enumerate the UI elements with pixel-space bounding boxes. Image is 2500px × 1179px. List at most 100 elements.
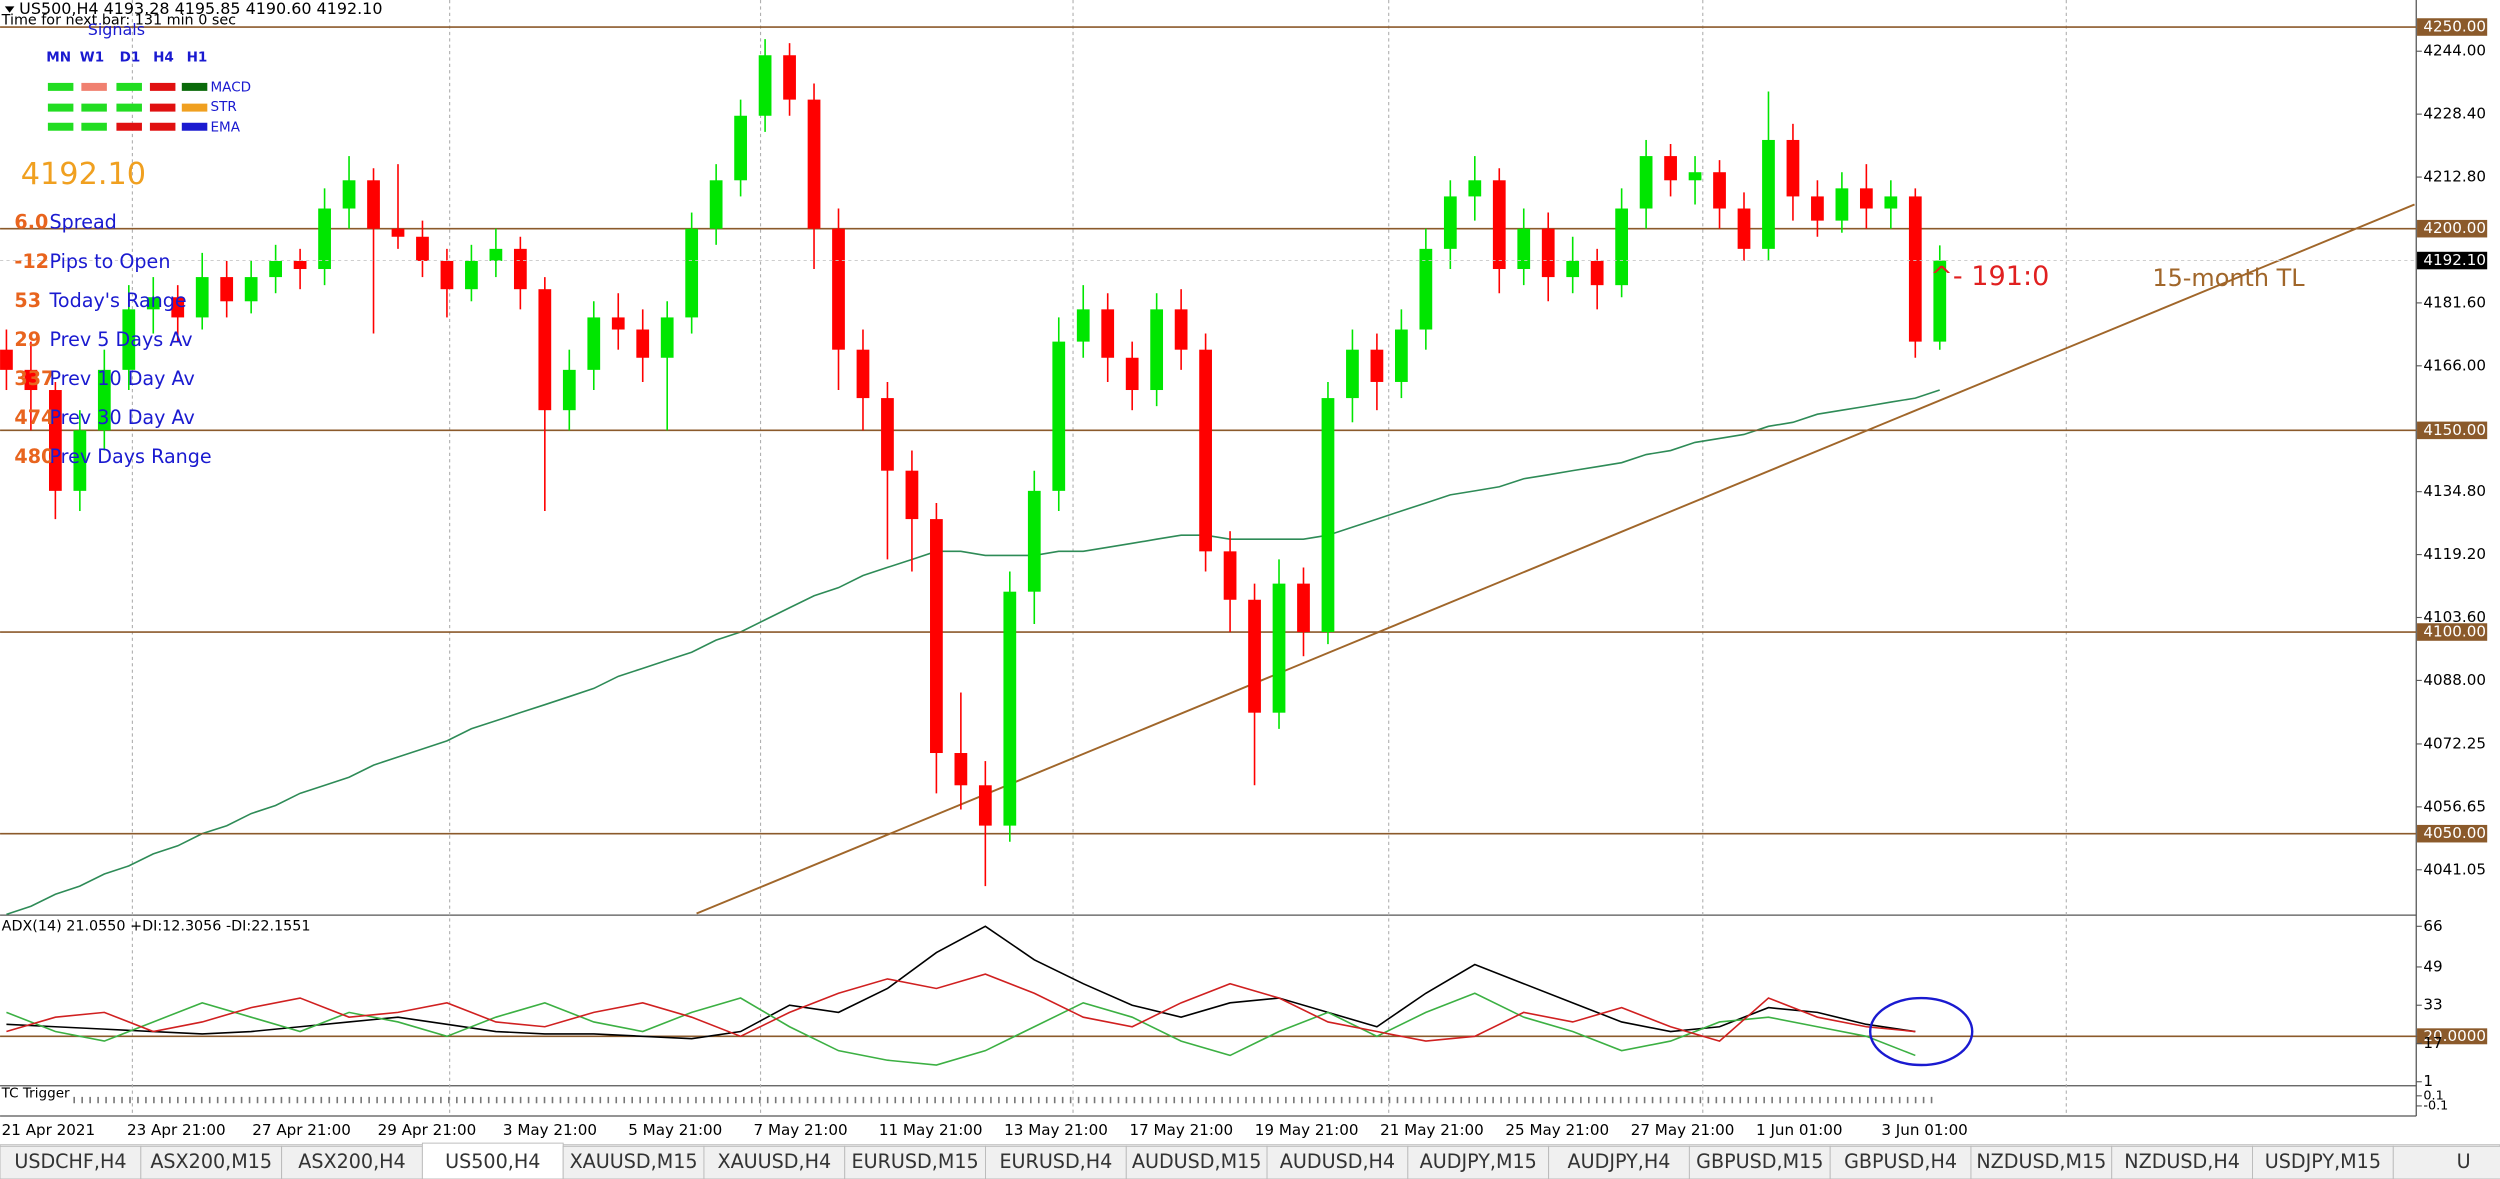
tab-label[interactable]: AUDUSD,M15 (1132, 1150, 1262, 1173)
x-tick-label: 29 Apr 21:00 (378, 1121, 477, 1139)
candle-body (1443, 196, 1457, 249)
signal-cell (81, 82, 107, 91)
candle-body (367, 180, 380, 229)
tab[interactable] (985, 1145, 1127, 1179)
tab[interactable] (1970, 1145, 2113, 1179)
candle-body (1639, 156, 1653, 209)
tab[interactable] (2252, 1145, 2394, 1179)
trendline-label: 15-month TL (2152, 264, 2305, 292)
signal-cell (149, 122, 176, 131)
candle-body (513, 248, 527, 290)
tab-label[interactable]: NZDUSD,H4 (2124, 1150, 2240, 1173)
tab-label[interactable]: GBPUSD,M15 (1696, 1150, 1823, 1173)
candle-body (195, 277, 209, 318)
timeframe: D1 (120, 49, 141, 65)
candle-body (1027, 490, 1041, 592)
candle-body (24, 369, 38, 391)
candle-body (1786, 139, 1800, 197)
tab[interactable] (1266, 1145, 1409, 1179)
tab[interactable] (1688, 1145, 1831, 1179)
info-value: -12 (14, 250, 49, 273)
candle-body (978, 785, 992, 826)
candle-body (1052, 341, 1066, 491)
tab-label[interactable]: USDJPY,M15 (2265, 1150, 2381, 1173)
candle-body (1248, 599, 1261, 713)
tab-label[interactable]: EURUSD,H4 (999, 1150, 1112, 1173)
vertical-grid (131, 0, 2067, 1117)
level-tag (2417, 623, 2488, 641)
tab-label[interactable]: XAUUSD,H4 (717, 1150, 831, 1173)
tab-label[interactable]: USDCHF,H4 (14, 1150, 126, 1173)
level-tag (2417, 1028, 2488, 1045)
y-tick-label: 49 (2423, 957, 2442, 975)
level-tag (2417, 18, 2488, 36)
tab[interactable] (1548, 1145, 1690, 1179)
ema-line (6, 389, 1940, 916)
candle-body (538, 289, 552, 411)
tab-label[interactable]: AUDJPY,H4 (1568, 1150, 1671, 1173)
candle-body (856, 349, 870, 399)
candle-body (1688, 172, 1702, 181)
tab[interactable] (2111, 1145, 2253, 1179)
info-label: Prev 30 Day Av (49, 406, 194, 429)
tab[interactable] (0, 1145, 142, 1179)
y-tick-label: 4119.20 (2423, 545, 2486, 563)
tab-label[interactable]: ASX200,M15 (150, 1150, 272, 1173)
y-tick-label: 4244.00 (2423, 42, 2486, 60)
tab[interactable] (281, 1145, 423, 1179)
candle-body (146, 297, 160, 310)
annotation: ^- 191:0 (1930, 261, 2049, 292)
info-value: 6.0 (14, 211, 48, 234)
tab-label[interactable]: US500,H4 (445, 1150, 540, 1173)
candle-body (73, 430, 87, 491)
collapse-icon[interactable] (4, 6, 15, 13)
candle-body (1884, 196, 1898, 209)
frames (0, 0, 2417, 1117)
candle-body (1223, 551, 1237, 600)
candle-body (1492, 180, 1506, 270)
tab-label[interactable]: XAUUSD,M15 (570, 1150, 698, 1173)
candle-body (465, 260, 478, 290)
symbol-line: US500,H4 4193.28 4195.85 4190.60 4192.10 (19, 0, 382, 18)
candle-body (489, 248, 503, 261)
tab[interactable] (2392, 1145, 2500, 1179)
timeframe: H4 (153, 49, 174, 65)
tab-label[interactable]: U (2457, 1150, 2471, 1173)
signal-cell (116, 82, 142, 91)
tab-label[interactable]: AUDUSD,H4 (1280, 1150, 1395, 1173)
panel-title: TC Trigger (1, 1086, 70, 1102)
candle-body (807, 99, 821, 229)
tab[interactable] (1125, 1145, 1268, 1179)
candle-body (1174, 309, 1188, 350)
signal-cell (181, 122, 208, 131)
tab[interactable] (844, 1145, 986, 1179)
tab-label[interactable]: GBPUSD,H4 (1844, 1150, 1957, 1173)
current-price-label: 4192.10 (2423, 251, 2486, 269)
tab-label[interactable]: ASX200,H4 (298, 1150, 405, 1173)
timeframe: MN (46, 49, 71, 65)
candle-body (832, 228, 845, 350)
tab-label[interactable]: NZDUSD,M15 (1976, 1150, 2106, 1173)
tab-label[interactable]: AUDJPY,M15 (1420, 1150, 1537, 1173)
timeframe: H1 (187, 49, 208, 65)
candle-body (709, 180, 723, 229)
signals-title: Signals (88, 20, 145, 39)
indicator-line (6, 973, 1916, 1042)
x-tick-label: 11 May 21:00 (879, 1121, 983, 1139)
tab-label[interactable]: EURUSD,M15 (852, 1150, 979, 1173)
info-label: Prev 5 Days Av (49, 328, 192, 351)
x-tick-label: 1 Jun 01:00 (1756, 1121, 1842, 1139)
candle-body (1615, 208, 1629, 286)
info-value: 53 (14, 289, 41, 312)
tab[interactable] (140, 1145, 283, 1179)
candle-body (1272, 583, 1286, 713)
indicator-line (6, 925, 1916, 1040)
candle-body (342, 180, 356, 209)
x-tick-label: 23 Apr 21:00 (127, 1121, 226, 1139)
candle-body (1076, 309, 1090, 342)
candle-body (97, 369, 111, 431)
y-tick-label: 17 (2423, 1034, 2442, 1052)
tab[interactable] (703, 1145, 846, 1179)
y-tick-label: 1 (2423, 1072, 2433, 1090)
